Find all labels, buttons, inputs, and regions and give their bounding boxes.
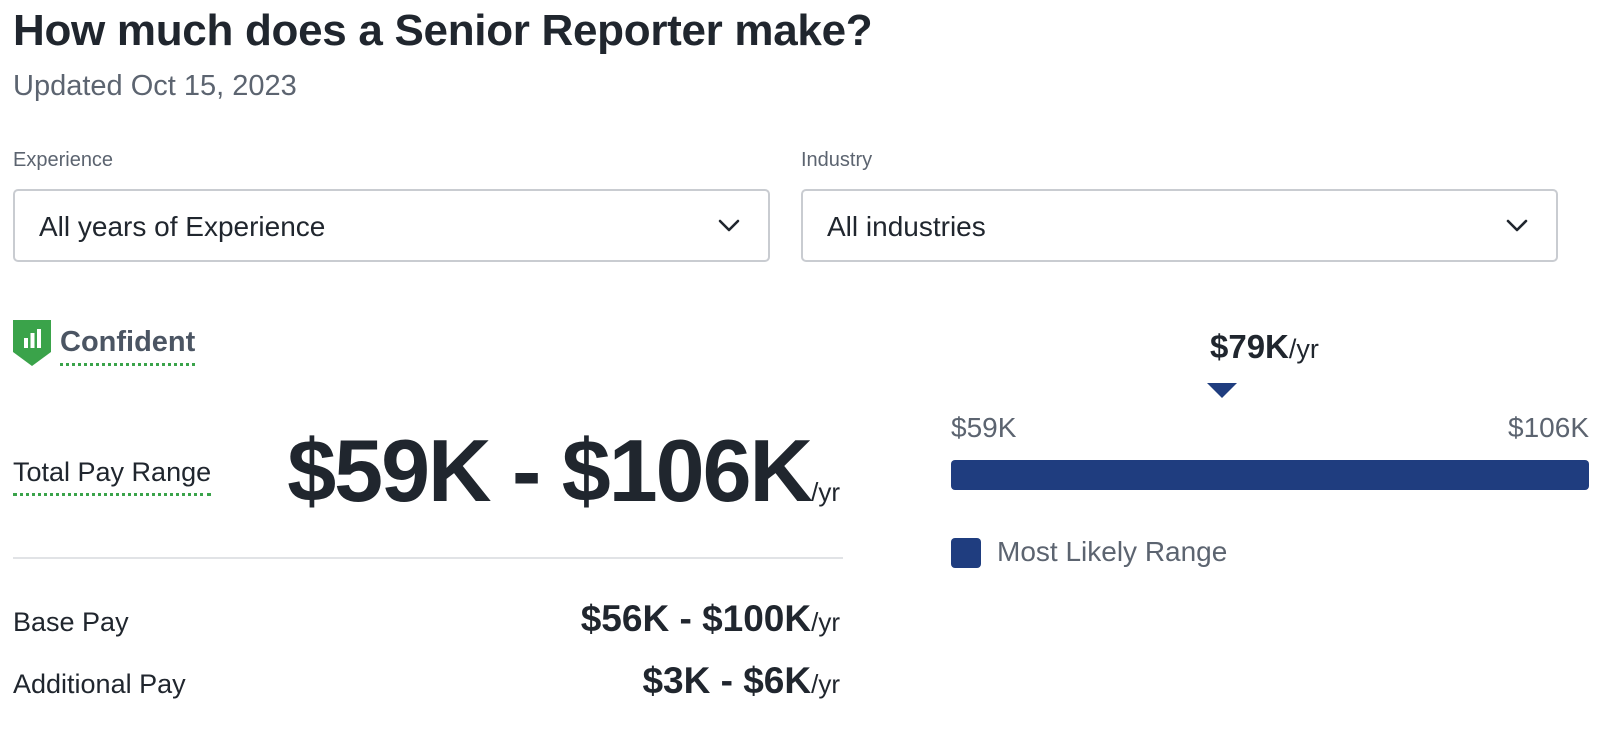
per-year-unit: /yr: [811, 477, 840, 507]
most-likely-range-bar: [951, 460, 1589, 490]
divider: [13, 557, 843, 559]
additional-pay-amount: $3K - $6K: [642, 660, 812, 701]
chevron-down-icon: [718, 219, 740, 232]
industry-label: Industry: [801, 149, 873, 171]
experience-dropdown[interactable]: All years of Experience: [13, 189, 770, 262]
total-pay-range-label[interactable]: Total Pay Range: [13, 457, 212, 496]
experience-label: Experience: [13, 149, 114, 171]
base-pay-value: $56K - $100K/yr: [581, 598, 840, 640]
additional-pay-label: Additional Pay: [13, 669, 186, 699]
additional-pay-value: $3K - $6K/yr: [642, 660, 840, 702]
chevron-down-icon: [1506, 219, 1528, 232]
confidence-indicator[interactable]: Confident: [13, 320, 213, 376]
legend-label: Most Likely Range: [997, 536, 1228, 567]
experience-selected-value: All years of Experience: [39, 211, 326, 242]
total-pay-range-value: $59K - $106K/yr: [287, 420, 840, 522]
per-year-unit: /yr: [811, 669, 840, 699]
confidence-label: Confident: [60, 326, 196, 366]
updated-date: Updated Oct 15, 2023: [13, 70, 297, 102]
median-pay-amount: $79K: [1210, 328, 1289, 365]
median-pay-unit: /yr: [1288, 334, 1319, 364]
total-pay-range-amount: $59K - $106K: [287, 421, 813, 520]
median-pay: $79K/yr: [1210, 328, 1319, 366]
page-title: How much does a Senior Reporter make?: [13, 6, 873, 55]
median-pointer-icon: [1207, 383, 1238, 398]
per-year-unit: /yr: [811, 607, 840, 637]
range-max-label: $106K: [1508, 412, 1589, 443]
industry-dropdown[interactable]: All industries: [801, 189, 1558, 262]
industry-selected-value: All industries: [827, 211, 986, 242]
base-pay-amount: $56K - $100K: [580, 598, 812, 639]
base-pay-label: Base Pay: [13, 607, 129, 637]
range-min-label: $59K: [951, 412, 1017, 443]
shield-bar-chart-icon: [13, 320, 51, 366]
legend-swatch: [951, 538, 981, 568]
